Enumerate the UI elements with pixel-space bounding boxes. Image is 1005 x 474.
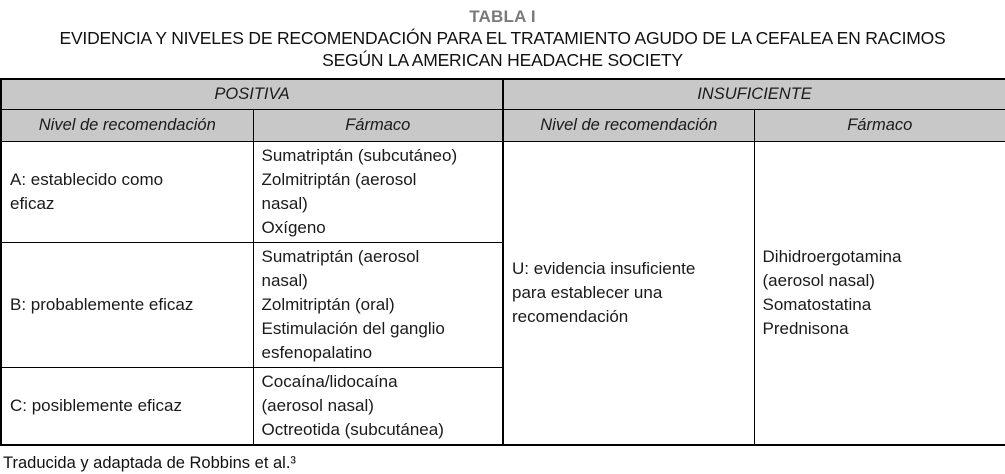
header-insuficiente: INSUFICIENTE <box>502 78 1005 110</box>
cell-drugs-a: Sumatriptán (subcutáneo) Zolmitriptán (a… <box>252 140 505 243</box>
level-b-text: B: probablemente eficaz <box>10 294 194 314</box>
title-block: TABLA I EVIDENCIA Y NIVELES DE RECOMENDA… <box>0 0 1005 71</box>
drugs-c-text: Cocaína/lidocaína (aerosol nasal) Octreo… <box>261 371 444 439</box>
header-positiva: POSITIVA <box>0 78 505 110</box>
drugs-u-text: Dihidroergotamina (aerosol nasal) Somato… <box>762 246 902 338</box>
subheader-positiva-drug: Fármaco <box>252 108 505 142</box>
drugs-a-text: Sumatriptán (subcutáneo) Zolmitriptán (a… <box>261 145 458 237</box>
recommendation-table: POSITIVA INSUFICIENTE Nivel de recomenda… <box>0 78 1005 446</box>
cell-drugs-c: Cocaína/lidocaína (aerosol nasal) Octreo… <box>252 366 505 445</box>
cell-level-u: U: evidencia insuficiente para establece… <box>502 140 755 445</box>
drugs-b-text: Sumatriptán (aerosol nasal) Zolmitriptán… <box>261 246 445 362</box>
cell-level-c: C: posiblemente eficaz <box>0 366 254 445</box>
level-a-text: A: establecido como eficaz <box>10 169 164 213</box>
cell-drugs-u: Dihidroergotamina (aerosol nasal) Somato… <box>753 140 1005 445</box>
table-row-b: B: probablemente eficaz Sumatriptán (aer… <box>0 241 1005 368</box>
cell-level-b: B: probablemente eficaz <box>0 241 254 368</box>
group-header-row: POSITIVA INSUFICIENTE <box>0 78 1005 110</box>
level-u-text: U: evidencia insuficiente para establece… <box>512 258 696 326</box>
table-source-note: Traducida y adaptada de Robbins et al.³ <box>3 453 296 472</box>
subheader-insuficiente-level: Nivel de recomendación <box>502 108 755 142</box>
table-title-line2: SEGÚN LA AMERICAN HEADACHE SOCIETY <box>322 50 683 70</box>
level-c-text: C: posiblemente eficaz <box>10 395 182 415</box>
table-label: TABLA I <box>469 7 536 26</box>
subheader-positiva-level: Nivel de recomendación <box>0 108 254 142</box>
subheader-insuficiente-drug: Fármaco <box>753 108 1005 142</box>
cell-drugs-b: Sumatriptán (aerosol nasal) Zolmitriptán… <box>252 241 505 368</box>
table-row-c: C: posiblemente eficaz Cocaína/lidocaína… <box>0 366 1005 445</box>
cell-level-a: A: establecido como eficaz <box>0 140 254 243</box>
table-row-a: A: establecido como eficaz Sumatriptán (… <box>0 140 1005 445</box>
table-title-line1: EVIDENCIA Y NIVELES DE RECOMENDACIÓN PAR… <box>59 28 946 48</box>
subheader-row: Nivel de recomendación Fármaco Nivel de … <box>0 108 1005 142</box>
